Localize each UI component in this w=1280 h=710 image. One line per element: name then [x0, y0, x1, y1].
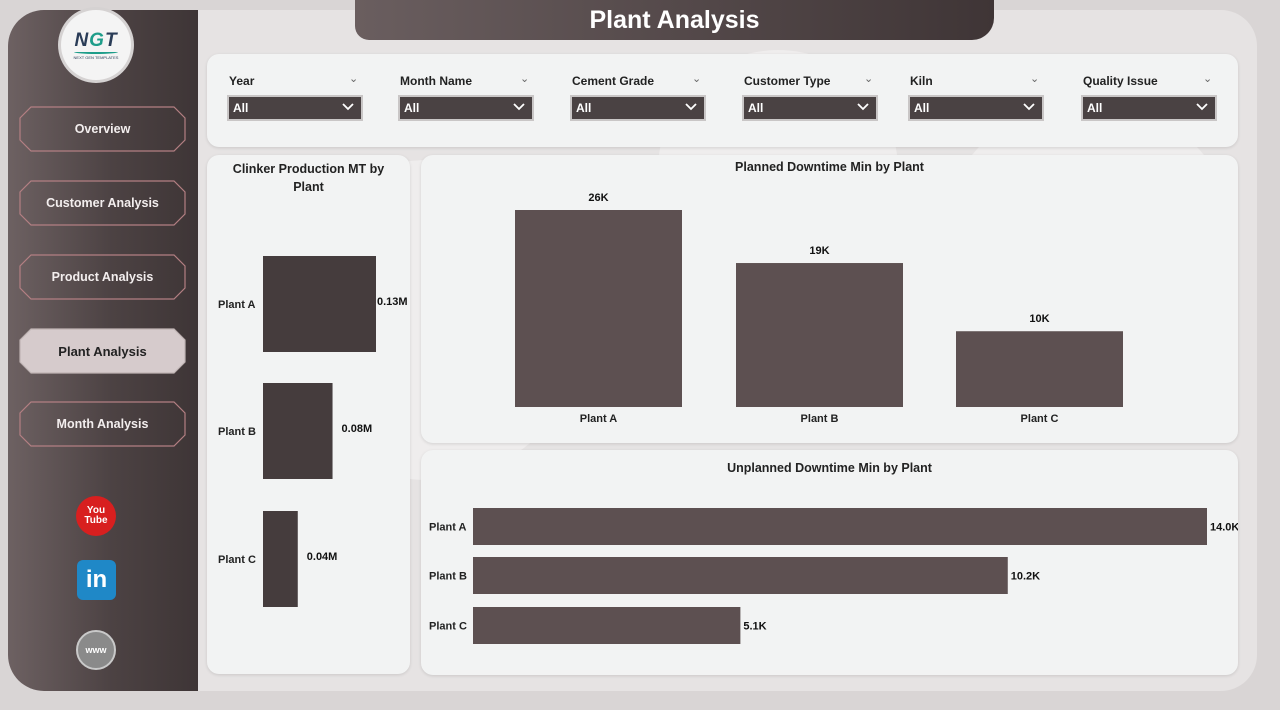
clinker-data-label: 0.08M [342, 423, 373, 435]
nav-button-label: Customer Analysis [46, 196, 159, 210]
unplanned-data-label: 5.1K [743, 621, 766, 633]
planned-category-label: Plant C [1021, 413, 1059, 425]
unplanned-category-label: Plant A [429, 522, 467, 534]
filter-dropdown[interactable]: All [398, 95, 534, 121]
clinker-bar-plant-b[interactable] [263, 383, 333, 479]
clinker-category-label: Plant C [218, 554, 256, 566]
filter-label: Cement Grade [572, 74, 655, 88]
globe-icon[interactable]: www [76, 630, 116, 670]
chevron-down-icon[interactable]: ⌄ [692, 73, 702, 85]
filter-panel: Year ⌄ All Month Name ⌄ All Cement Grade ⌄ All Cu… [207, 54, 1238, 147]
clinker-bar-plant-a[interactable] [263, 256, 376, 352]
unplanned-data-label: 10.2K [1011, 571, 1040, 583]
nav-button-label: Product Analysis [51, 270, 154, 284]
unplanned-category-label: Plant B [429, 571, 467, 583]
planned-category-label: Plant B [801, 413, 839, 425]
chevron-down-icon [342, 103, 354, 111]
planned-bar-plant-a[interactable] [515, 210, 682, 407]
clinker-category-label: Plant A [218, 299, 256, 311]
filter-value: All [748, 101, 764, 115]
chevron-down-icon [857, 103, 869, 111]
filter-label: Month Name [400, 74, 472, 88]
filter-value: All [233, 101, 249, 115]
page-title-bar: Plant Analysis [355, 0, 994, 40]
nav-button-label: Overview [74, 122, 131, 136]
filter-dropdown[interactable]: All [570, 95, 706, 121]
planned-bar-plant-b[interactable] [736, 263, 903, 407]
clinker-chart-card: Clinker Production MT by Plant Plant A 0.… [207, 155, 410, 674]
chevron-down-icon [685, 103, 697, 111]
unplanned-bar-plant-b[interactable] [473, 557, 1008, 594]
filter-value: All [576, 101, 592, 115]
filter-label: Quality Issue [1083, 74, 1158, 88]
chevron-down-icon [513, 103, 525, 111]
planned-data-label: 26K [588, 192, 608, 204]
nav-button-label: Plant Analysis [58, 343, 147, 359]
chevron-down-icon [1196, 103, 1208, 111]
linkedin-icon[interactable]: in [77, 560, 116, 600]
filter-dropdown[interactable]: All [1081, 95, 1217, 121]
page-title: Plant Analysis [589, 5, 760, 34]
planned-data-label: 19K [809, 245, 829, 257]
filter-value: All [914, 101, 930, 115]
planned-downtime-chart: 26K Plant A 19K Plant B 10K Plant C [515, 192, 1123, 425]
planned-category-label: Plant A [580, 413, 618, 425]
nav-button-month-analysis[interactable]: Month Analysis [19, 401, 186, 447]
logo-subtitle: NEXT GEN TEMPLATES [73, 55, 119, 60]
chevron-down-icon[interactable]: ⌄ [1203, 73, 1213, 85]
filter-value: All [404, 101, 420, 115]
planned-bar-plant-c[interactable] [956, 331, 1123, 407]
filter-label: Kiln [910, 74, 933, 88]
clinker-chart: Plant A 0.13M Plant B 0.08M Plant C 0.04M [218, 256, 408, 607]
filter-dropdown[interactable]: All [908, 95, 1044, 121]
youtube-icon[interactable]: You Tube [76, 496, 116, 536]
nav-button-plant-analysis[interactable]: Plant Analysis [19, 328, 186, 374]
chevron-down-icon [1023, 103, 1035, 111]
chevron-down-icon[interactable]: ⌄ [349, 73, 359, 85]
unplanned-downtime-chart: Plant A 14.0K Plant B 10.2K Plant C 5.1K [429, 508, 1238, 644]
filter-label: Year [229, 74, 255, 88]
nav-button-product-analysis[interactable]: Product Analysis [19, 254, 186, 300]
chevron-down-icon[interactable]: ⌄ [1030, 73, 1040, 85]
nav-button-label: Month Analysis [56, 417, 149, 431]
unplanned-category-label: Plant C [429, 621, 467, 633]
filter-dropdown[interactable]: All [227, 95, 363, 121]
nav-button-customer-analysis[interactable]: Customer Analysis [19, 180, 186, 226]
clinker-data-label: 0.13M [377, 296, 408, 308]
unplanned-data-label: 14.0K [1210, 522, 1238, 534]
planned-downtime-card: Planned Downtime Min by Plant 26K Plant A… [421, 155, 1238, 443]
unplanned-downtime-card: Unplanned Downtime Min by Plant Plant A 1… [421, 450, 1238, 675]
filter-value: All [1087, 101, 1103, 115]
clinker-chart-title: Clinker Production MT by Plant [232, 162, 385, 194]
clinker-data-label: 0.04M [307, 551, 338, 563]
planned-data-label: 10K [1029, 313, 1049, 325]
clinker-category-label: Plant B [218, 426, 256, 438]
filter-dropdown[interactable]: All [742, 95, 878, 121]
unplanned-downtime-title: Unplanned Downtime Min by Plant [727, 461, 932, 475]
clinker-bar-plant-c[interactable] [263, 511, 298, 607]
chevron-down-icon[interactable]: ⌄ [520, 73, 530, 85]
unplanned-bar-plant-c[interactable] [473, 607, 741, 644]
filter-label: Customer Type [744, 74, 831, 88]
planned-downtime-title: Planned Downtime Min by Plant [735, 160, 924, 174]
ngt-logo: NGT NEXT GEN TEMPLATES [61, 10, 131, 80]
unplanned-bar-plant-a[interactable] [473, 508, 1207, 545]
nav-button-overview[interactable]: Overview [19, 106, 186, 152]
chevron-down-icon[interactable]: ⌄ [864, 73, 874, 85]
